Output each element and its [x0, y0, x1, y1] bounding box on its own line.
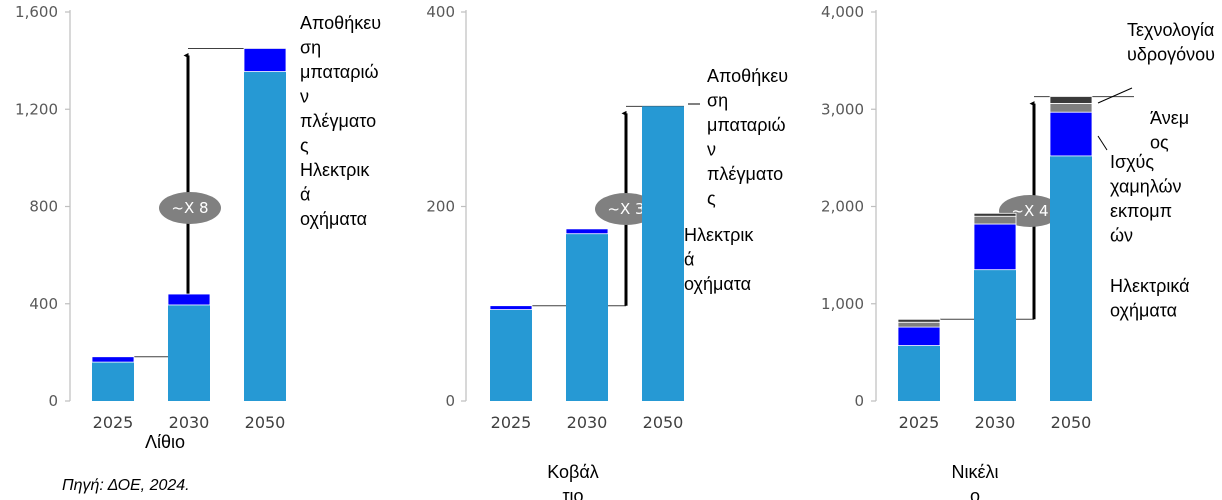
bar-segment: [243, 48, 287, 72]
bar-segment: [973, 223, 1017, 271]
series-annotation-label: υδρογόνου: [1127, 45, 1215, 65]
series-annotation-label: ος: [1150, 133, 1169, 153]
series-annotation-label: οχήματα: [1110, 301, 1177, 321]
y-tick-label: 1,200: [15, 100, 58, 118]
series-annotation-label: πλέγματο: [300, 111, 376, 131]
series-annotation-label: ν: [707, 140, 716, 160]
multiplier-label: ~X 4: [1011, 202, 1048, 220]
y-tick-label: 1,600: [15, 3, 58, 21]
y-tick-label: 0: [854, 392, 864, 410]
series-annotation-label: χαμηλών: [1110, 177, 1182, 197]
y-tick-label: 1,000: [821, 295, 864, 313]
series-annotation-label: Ηλεκτρικά: [1110, 276, 1190, 296]
bar-segment: [897, 318, 941, 323]
bar-segment: [565, 228, 609, 235]
series-annotation-label: Τεχνολογία: [1127, 20, 1214, 40]
series-annotation-label: ς: [300, 136, 309, 156]
bar-segment: [1049, 103, 1093, 113]
y-tick-label: 0: [48, 392, 58, 410]
chart-title: τιο: [562, 486, 583, 500]
series-annotation-label: ν: [300, 87, 309, 107]
series-annotation-label: οχήματα: [684, 274, 751, 294]
x-tick-label: 2030: [567, 413, 608, 432]
bar-segment: [897, 321, 941, 328]
bar-segment: [489, 305, 533, 310]
series-annotation-label: ά: [300, 185, 310, 205]
leader-line: [1097, 135, 1108, 151]
bar-segment: [974, 269, 1016, 401]
bar-segment: [1049, 96, 1093, 104]
bar-segment: [92, 362, 134, 401]
series-annotation-label: Αποθήκευ: [707, 66, 788, 86]
series-annotation-label: Ηλεκτρικ: [684, 225, 754, 245]
y-tick-label: 3,000: [821, 100, 864, 118]
chart-title: Λίθιο: [145, 432, 185, 452]
series-annotation-label: ς: [707, 189, 716, 209]
chart-title: ο: [970, 486, 980, 500]
series-annotation-label: Αποθήκευ: [300, 13, 381, 33]
bar-segment: [973, 212, 1017, 217]
x-tick-label: 2030: [169, 413, 210, 432]
bar-segment: [898, 345, 940, 401]
series-annotation-label: μπαταριώ: [300, 62, 379, 82]
bar-segment: [168, 304, 210, 401]
bar-segment: [490, 309, 532, 401]
series-annotation-label: Ισχύς: [1110, 152, 1154, 172]
series-annotation-label: πλέγματο: [707, 164, 783, 184]
y-tick-label: 0: [445, 392, 455, 410]
y-tick-label: 400: [29, 295, 58, 313]
series-annotation-label: εκπομπ: [1110, 201, 1172, 221]
bar-segment: [244, 71, 286, 402]
bar-segment: [973, 215, 1017, 225]
bar-segment: [167, 293, 211, 306]
leader-line: [1097, 87, 1133, 104]
series-annotation-label: μπαταριώ: [707, 115, 786, 135]
y-tick-label: 4,000: [821, 3, 864, 21]
series-annotation-label: ά: [684, 250, 694, 270]
series-annotation-label: Ηλεκτρικ: [300, 160, 370, 180]
source-note: Πηγή: ΔΟΕ, 2024.: [62, 477, 190, 494]
bar-segment: [1050, 155, 1092, 401]
y-tick-label: 400: [426, 3, 455, 21]
series-annotation-label: ση: [300, 38, 321, 58]
multiplier-label: ~X 3: [607, 200, 644, 218]
x-tick-label: 2030: [975, 413, 1016, 432]
bar-segment: [642, 106, 684, 402]
multiplier-bubble: [159, 192, 221, 224]
x-tick-label: 2050: [1051, 413, 1092, 432]
series-annotation-label: ών: [1110, 226, 1133, 246]
y-tick-label: 800: [29, 198, 58, 216]
y-tick-label: 200: [426, 198, 455, 216]
multiplier-bubble: [595, 193, 657, 225]
multiplier-label: ~X 8: [171, 199, 208, 217]
y-tick-label: 2,000: [821, 198, 864, 216]
x-tick-label: 2050: [643, 413, 684, 432]
bar-segment: [91, 356, 135, 363]
series-annotation-label: ση: [707, 91, 728, 111]
x-tick-label: 2025: [93, 413, 134, 432]
series-annotation-label: Άνεμ: [1150, 108, 1189, 128]
series-annotation-label: οχήματα: [300, 209, 367, 229]
bar-segment: [897, 326, 941, 346]
chart-title: Κοβάλ: [547, 462, 599, 482]
bar-segment: [566, 233, 608, 401]
bar-segment: [1049, 111, 1093, 157]
x-tick-label: 2025: [491, 413, 532, 432]
chart-title: Νικέλι: [951, 462, 998, 482]
x-tick-label: 2025: [899, 413, 940, 432]
x-tick-label: 2050: [245, 413, 286, 432]
